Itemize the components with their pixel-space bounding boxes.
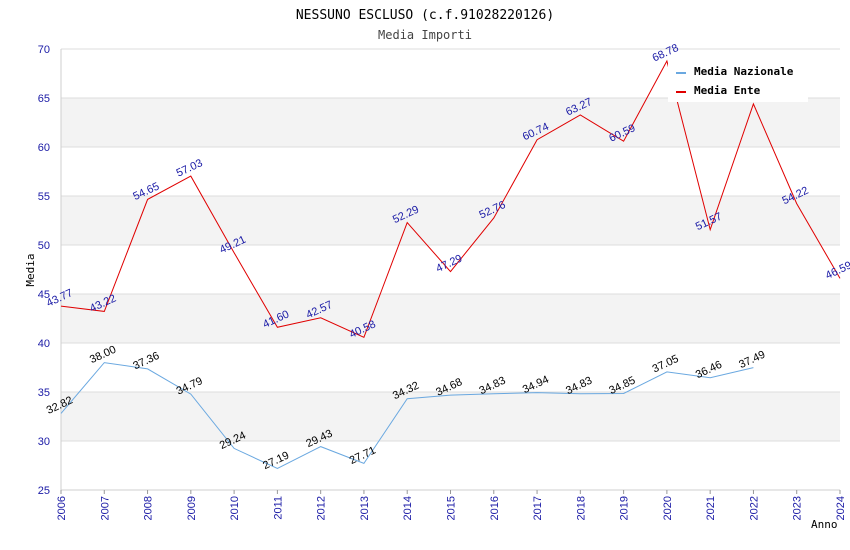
y-tick-label: 70 — [38, 44, 50, 56]
grid-band — [61, 392, 840, 441]
data-label-ente: 47.29 — [434, 253, 464, 276]
x-tick-label: 2012 — [316, 496, 328, 520]
chart-subtitle: Media Importi — [378, 28, 472, 42]
y-tick-label: 50 — [38, 240, 50, 252]
x-tick-labels: 2006 2007 2008 2009 2010 2011 2012 2013 2014 2015… — [56, 496, 847, 520]
x-tick-label: 2010 — [229, 496, 241, 520]
y-tick-label: 35 — [38, 387, 50, 399]
legend-label-nazionale: Media Nazionale — [694, 65, 794, 78]
grid-bands — [61, 98, 840, 441]
x-tick-label: 2016 — [489, 496, 501, 520]
x-tick-label: 2009 — [186, 496, 198, 520]
y-tick-label: 45 — [38, 289, 50, 301]
x-tick-label: 2008 — [143, 496, 155, 520]
x-tick-label: 2014 — [402, 496, 414, 520]
legend-label-ente: Media Ente — [694, 84, 761, 97]
y-tick-label: 40 — [38, 338, 50, 350]
x-tick-label: 2011 — [272, 496, 284, 520]
x-tick-label: 2018 — [575, 496, 587, 520]
data-label-nazionale: 27.19 — [261, 450, 291, 473]
x-tick-label: 2021 — [705, 496, 717, 520]
series-group — [60, 59, 841, 470]
data-label-nazionale: 38.00 — [88, 344, 118, 367]
axes — [60, 49, 841, 494]
grid-band — [61, 294, 840, 343]
x-tick-label: 2020 — [662, 496, 674, 520]
x-tick-label: 2024 — [835, 496, 847, 520]
x-tick-label: 2015 — [446, 496, 458, 520]
x-tick-label: 2022 — [748, 496, 760, 520]
x-tick-label: 2006 — [56, 496, 68, 520]
legend-box — [668, 58, 808, 102]
y-axis-label: Media — [24, 253, 37, 286]
series-line-ente — [60, 59, 841, 338]
y-tick-labels: 25 30 35 40 45 50 55 60 65 70 — [38, 44, 50, 497]
y-tick-label: 55 — [38, 191, 50, 203]
x-axis-label: Anno — [811, 518, 838, 531]
chart-title: NESSUNO ESCLUSO (c.f.91028220126) — [296, 8, 554, 23]
y-tick-label: 30 — [38, 436, 50, 448]
x-tick-label: 2019 — [619, 496, 631, 520]
x-tick-label: 2023 — [792, 496, 804, 520]
data-label-ente: 46.59 — [824, 259, 850, 282]
legend: Media Nazionale Media Ente — [668, 58, 808, 102]
x-tick-label: 2013 — [359, 496, 371, 520]
y-tick-label: 25 — [38, 485, 50, 497]
series-line-nazionale — [60, 362, 754, 470]
x-tick-label: 2017 — [532, 496, 544, 520]
grid-band — [61, 98, 840, 147]
x-tick-label: 2007 — [99, 496, 111, 520]
grid-band — [61, 196, 840, 245]
y-tick-label: 60 — [38, 142, 50, 154]
y-tick-label: 65 — [38, 93, 50, 105]
data-label-nazionale: 27.71 — [348, 444, 378, 467]
